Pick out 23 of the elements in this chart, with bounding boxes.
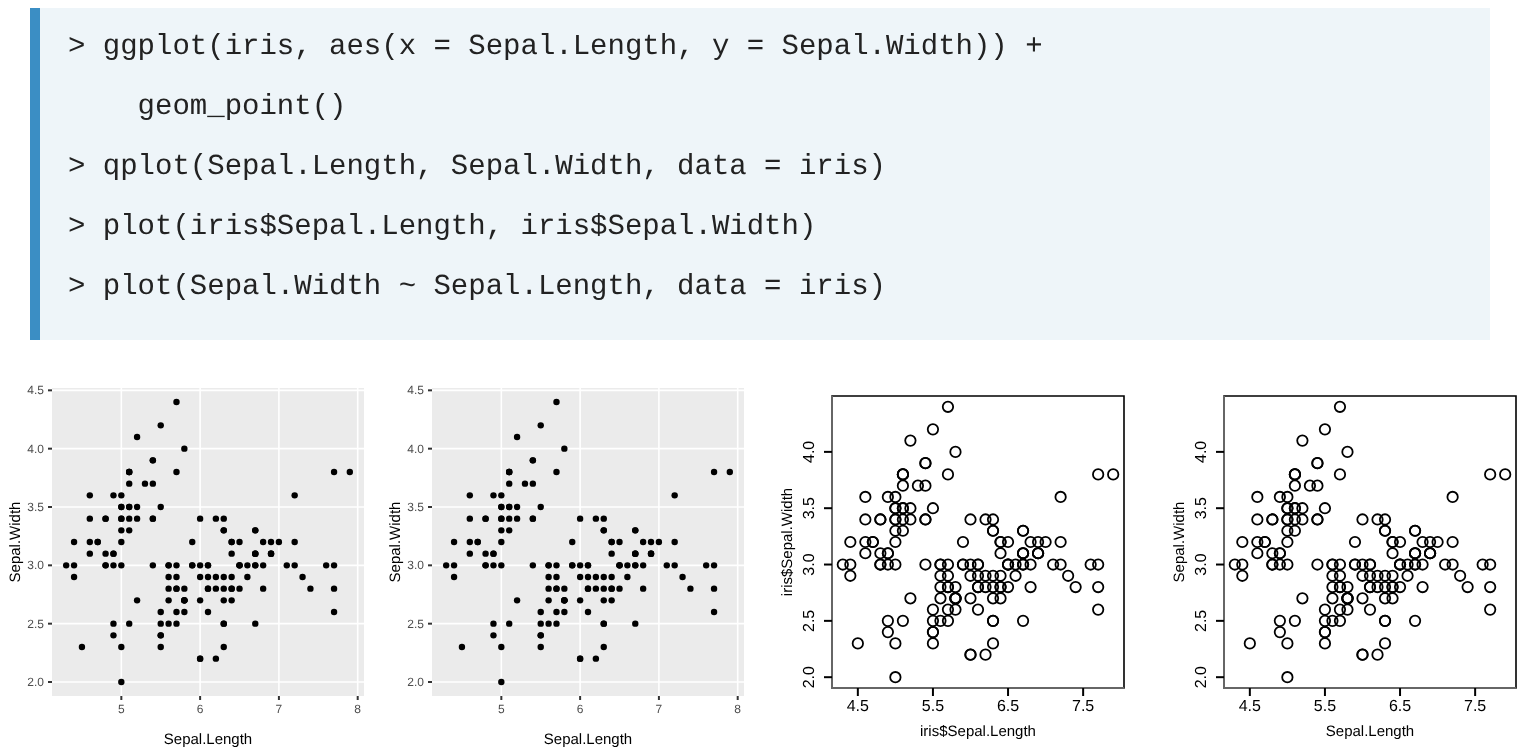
y-tick-label: 2.5 <box>800 608 818 632</box>
y-tick-label: 4.0 <box>800 439 818 463</box>
y-tick-label: 3.5 <box>800 495 818 520</box>
x-tick-label: 7.5 <box>1072 697 1096 716</box>
y-tick-label: 2.5 <box>1192 608 1210 632</box>
y-tick-label: 3.0 <box>800 552 818 576</box>
x-tick-label: 6.5 <box>1388 697 1413 716</box>
x-tick-label: 4.5 <box>846 697 871 716</box>
text: > qplot(Sepal.Length, Sepal.Width, data = iris) <box>68 152 886 184</box>
y-tick-label: 2.0 <box>800 664 818 689</box>
text: geom_point() <box>135 92 347 124</box>
y-tick-label: 3.0 <box>1192 552 1210 576</box>
x-tick-label: 5.5 <box>921 697 946 716</box>
x-tick-label: 6.5 <box>996 697 1021 716</box>
y-tick-label: 2.0 <box>1192 664 1210 689</box>
x-tick-label: 7.5 <box>1464 697 1488 716</box>
y-tick-label: 3.5 <box>1192 495 1210 520</box>
y-tick-label: 4.0 <box>1192 439 1210 463</box>
text: > ggplot(iris, aes(x = Sepal.Length, y = Sepal.Width)) + <box>68 32 1043 64</box>
x-tick-label: 4.5 <box>1238 697 1263 716</box>
x-tick-label: 5.5 <box>1313 697 1338 716</box>
text: > plot(iris$Sepal.Length, iris$Sepal.Width) <box>68 212 817 244</box>
text: > plot(Sepal.Width ~ Sepal.Length, data = iris) <box>68 272 886 304</box>
